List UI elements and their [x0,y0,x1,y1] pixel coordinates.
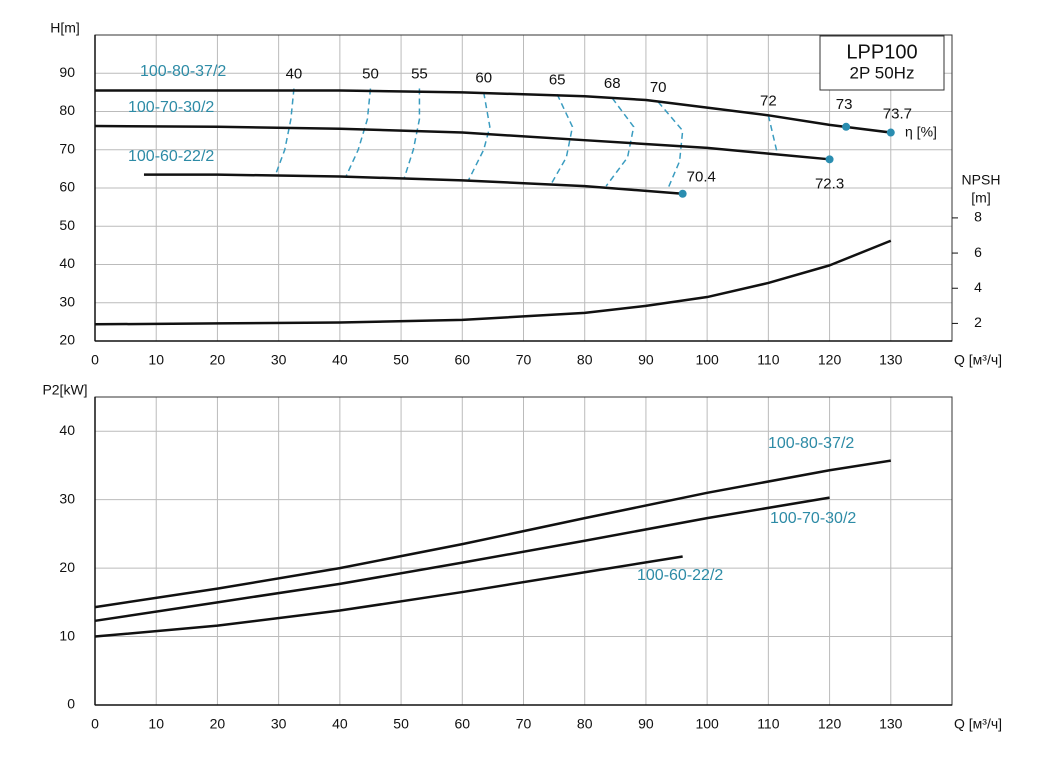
y2-axis-unit: [m] [971,190,990,206]
efficiency-label: 50 [362,66,379,83]
curve [95,89,891,134]
efficiency-contour [550,93,574,185]
y2-tick-label: 6 [974,244,982,260]
y-tick-label: 70 [59,140,75,156]
x-tick-label: 0 [91,716,99,732]
efficiency-marker [842,122,851,131]
curve [94,124,830,161]
efficiency-contour [467,92,491,181]
x-tick-label: 90 [638,716,654,732]
series-label: 100-60-22/2 [128,148,214,165]
y2-tick-label: 8 [974,209,982,225]
x-tick-label: 60 [454,352,470,368]
x-tick-label: 100 [695,716,719,732]
x-tick-label: 50 [393,716,409,732]
efficiency-label: 65 [549,71,566,88]
efficiency-label: 40 [286,66,303,83]
x-tick-label: 110 [757,352,780,368]
marker-label: 73.7 [883,106,912,123]
eta-label: η [%] [905,124,937,140]
y-tick-label: 20 [59,559,75,575]
y-tick-label: 50 [59,217,75,233]
efficiency-label: 68 [604,75,621,92]
series-label: 100-70-30/2 [770,510,856,527]
marker-label: 72.3 [815,175,844,192]
x-axis-label: Q [м³/ч] [954,352,1002,368]
x-tick-label: 50 [393,352,409,368]
x-tick-label: 40 [332,716,348,732]
y2-tick-label: 4 [974,279,982,295]
efficiency-contour [403,88,421,179]
x-tick-label: 30 [271,352,287,368]
y-tick-label: 10 [59,627,75,643]
x-tick-label: 130 [879,716,903,732]
x-tick-label: 40 [332,352,348,368]
y-tick-label: 0 [67,696,75,712]
x-tick-label: 70 [516,716,532,732]
x-tick-label: 0 [91,352,99,368]
x-tick-label: 110 [757,716,780,732]
y-tick-label: 30 [59,490,75,506]
x-tick-label: 20 [210,352,226,368]
y-tick-label: 80 [59,102,75,118]
y-tick-label: 60 [59,179,75,195]
marker-label: 70.4 [687,169,716,186]
y-tick-label: 20 [59,332,75,348]
x-tick-label: 20 [210,716,226,732]
x-axis-label: Q [м³/ч] [954,716,1002,732]
y-tick-label: 40 [59,422,75,438]
curve [94,239,892,326]
y-tick-label: 30 [59,293,75,309]
efficiency-contour [767,115,779,155]
series-label: 100-70-30/2 [128,99,214,116]
y-axis-label: P2[kW] [42,382,87,398]
x-tick-label: 80 [577,352,593,368]
x-tick-label: 90 [638,352,654,368]
x-tick-label: 120 [818,352,842,368]
curve [94,555,683,638]
y-tick-label: 40 [59,255,75,271]
efficiency-contour [274,88,295,175]
efficiency-label: 72 [760,92,777,109]
x-tick-label: 120 [818,716,842,732]
x-tick-label: 30 [271,716,287,732]
title-box [819,35,945,91]
y2-tick-label: 2 [974,314,982,330]
series-label: 100-60-22/2 [637,567,723,584]
y2-axis-label: NPSH [962,172,1001,188]
efficiency-marker [825,155,834,164]
efficiency-label: 55 [411,66,428,83]
x-tick-label: 130 [879,352,903,368]
y-axis-label: H[m] [50,20,80,36]
series-label: 100-80-37/2 [768,435,854,452]
curve [94,496,830,623]
efficiency-marker [678,189,687,198]
x-tick-label: 10 [148,716,164,732]
x-tick-label: 80 [577,716,593,732]
x-tick-label: 10 [148,352,164,368]
efficiency-contour [345,88,372,177]
x-tick-label: 70 [516,352,532,368]
curve [94,459,891,609]
y-tick-label: 90 [59,64,75,80]
chart-subtitle: 2P 50Hz [850,63,915,82]
efficiency-label: 70 [650,79,667,96]
x-tick-label: 100 [695,352,719,368]
chart-title: LPP100 [846,41,917,63]
efficiency-marker [886,128,895,137]
x-tick-label: 60 [454,716,470,732]
curve [143,173,683,195]
marker-label: 73 [836,96,853,113]
efficiency-label: 60 [475,69,492,86]
series-label: 100-80-37/2 [140,63,226,80]
